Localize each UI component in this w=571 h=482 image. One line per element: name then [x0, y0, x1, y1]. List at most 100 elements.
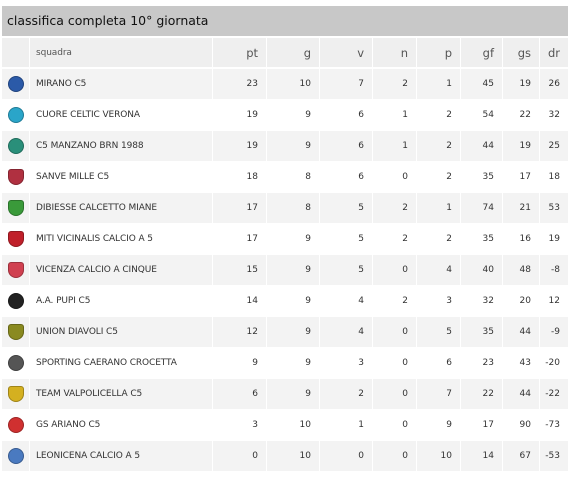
- stat-g: 9: [267, 348, 320, 379]
- team-name: VICENZA CALCIO A CINQUE: [30, 255, 213, 286]
- stat-v: 1: [320, 410, 373, 441]
- table-row: TEAM VALPOLICELLA C5 6 9 2 0 7 22 44 -22: [2, 379, 568, 410]
- stat-p: 1: [417, 69, 461, 100]
- stat-g: 9: [267, 100, 320, 131]
- team-name: GS ARIANO C5: [30, 410, 213, 441]
- stat-n: 2: [373, 224, 417, 255]
- team-logo-cell: [2, 100, 30, 131]
- header-gf: gf: [461, 38, 503, 69]
- mirano-c5-logo: [7, 76, 24, 92]
- stat-v: 3: [320, 348, 373, 379]
- stat-pt: 6: [213, 379, 267, 410]
- stat-pt: 12: [213, 317, 267, 348]
- stat-pt: 19: [213, 131, 267, 162]
- team-logo-cell: [2, 255, 30, 286]
- team-name: C5 MANZANO BRN 1988: [30, 131, 213, 162]
- table-row: CUORE CELTIC VERONA 19 9 6 1 2 54 22 32: [2, 100, 568, 131]
- sanve-mille-logo: [7, 169, 24, 185]
- miti-vicinalis-logo: [7, 231, 24, 247]
- union-diavoli-logo: [7, 324, 24, 340]
- stat-dr: -22: [540, 379, 568, 410]
- stat-gf: 45: [461, 69, 503, 100]
- stat-gs: 44: [503, 379, 540, 410]
- team-name: DIBIESSE CALCETTO MIANE: [30, 193, 213, 224]
- stat-dr: 18: [540, 162, 568, 193]
- stat-gf: 22: [461, 379, 503, 410]
- stat-gs: 22: [503, 100, 540, 131]
- stat-n: 2: [373, 69, 417, 100]
- stat-g: 9: [267, 131, 320, 162]
- header-logo: [2, 38, 30, 69]
- stat-gf: 23: [461, 348, 503, 379]
- stat-dr: -20: [540, 348, 568, 379]
- team-logo-cell: [2, 162, 30, 193]
- header-pt: pt: [213, 38, 267, 69]
- stat-g: 10: [267, 69, 320, 100]
- stat-dr: 26: [540, 69, 568, 100]
- header-n: n: [373, 38, 417, 69]
- team-name: UNION DIAVOLI C5: [30, 317, 213, 348]
- stat-gs: 44: [503, 317, 540, 348]
- stat-pt: 15: [213, 255, 267, 286]
- stat-g: 9: [267, 255, 320, 286]
- stat-g: 9: [267, 317, 320, 348]
- stat-gf: 35: [461, 224, 503, 255]
- sporting-caerano-logo: [7, 355, 24, 371]
- stat-gs: 43: [503, 348, 540, 379]
- stat-gf: 35: [461, 317, 503, 348]
- stat-dr: 53: [540, 193, 568, 224]
- team-logo-cell: [2, 69, 30, 100]
- team-logo-cell: [2, 224, 30, 255]
- stat-g: 8: [267, 193, 320, 224]
- team-logo-cell: [2, 410, 30, 441]
- team-logo-cell: [2, 286, 30, 317]
- stat-v: 5: [320, 224, 373, 255]
- table-row: MIRANO C5 23 10 7 2 1 45 19 26: [2, 69, 568, 100]
- stat-g: 8: [267, 162, 320, 193]
- stat-dr: -8: [540, 255, 568, 286]
- team-logo-cell: [2, 348, 30, 379]
- stat-n: 1: [373, 100, 417, 131]
- stat-n: 0: [373, 255, 417, 286]
- stat-p: 1: [417, 193, 461, 224]
- stat-g: 10: [267, 410, 320, 441]
- team-logo-cell: [2, 317, 30, 348]
- stat-p: 2: [417, 131, 461, 162]
- cuore-celtic-verona-logo: [7, 107, 24, 123]
- team-name: TEAM VALPOLICELLA C5: [30, 379, 213, 410]
- stat-g: 10: [267, 441, 320, 472]
- stat-v: 6: [320, 162, 373, 193]
- header-p: p: [417, 38, 461, 69]
- team-name: SPORTING CAERANO CROCETTA: [30, 348, 213, 379]
- stat-gs: 48: [503, 255, 540, 286]
- team-logo-cell: [2, 441, 30, 472]
- stat-gf: 74: [461, 193, 503, 224]
- stat-dr: 12: [540, 286, 568, 317]
- stat-pt: 19: [213, 100, 267, 131]
- stat-dr: 25: [540, 131, 568, 162]
- stat-gf: 14: [461, 441, 503, 472]
- stat-n: 0: [373, 348, 417, 379]
- stat-n: 0: [373, 317, 417, 348]
- gs-ariano-logo: [7, 417, 24, 433]
- stat-v: 2: [320, 379, 373, 410]
- team-name: CUORE CELTIC VERONA: [30, 100, 213, 131]
- stat-v: 7: [320, 69, 373, 100]
- dibiesse-miane-logo: [7, 200, 24, 216]
- table-row: VICENZA CALCIO A CINQUE 15 9 5 0 4 40 48 -8: [2, 255, 568, 286]
- stat-p: 7: [417, 379, 461, 410]
- table-row: GS ARIANO C5 3 10 1 0 9 17 90 -73: [2, 410, 568, 441]
- team-valpolicella-logo: [7, 386, 24, 402]
- stat-pt: 17: [213, 224, 267, 255]
- header-row: squadra pt g v n p gf gs dr: [2, 38, 568, 69]
- stat-gs: 17: [503, 162, 540, 193]
- team-name: LEONICENA CALCIO A 5: [30, 441, 213, 472]
- stat-pt: 23: [213, 69, 267, 100]
- stat-gs: 90: [503, 410, 540, 441]
- stat-v: 6: [320, 131, 373, 162]
- stat-g: 9: [267, 224, 320, 255]
- stat-n: 0: [373, 162, 417, 193]
- stat-v: 5: [320, 193, 373, 224]
- standings-title: classifica completa 10° giornata: [2, 6, 568, 36]
- table-row: SPORTING CAERANO CROCETTA 9 9 3 0 6 23 43 -20: [2, 348, 568, 379]
